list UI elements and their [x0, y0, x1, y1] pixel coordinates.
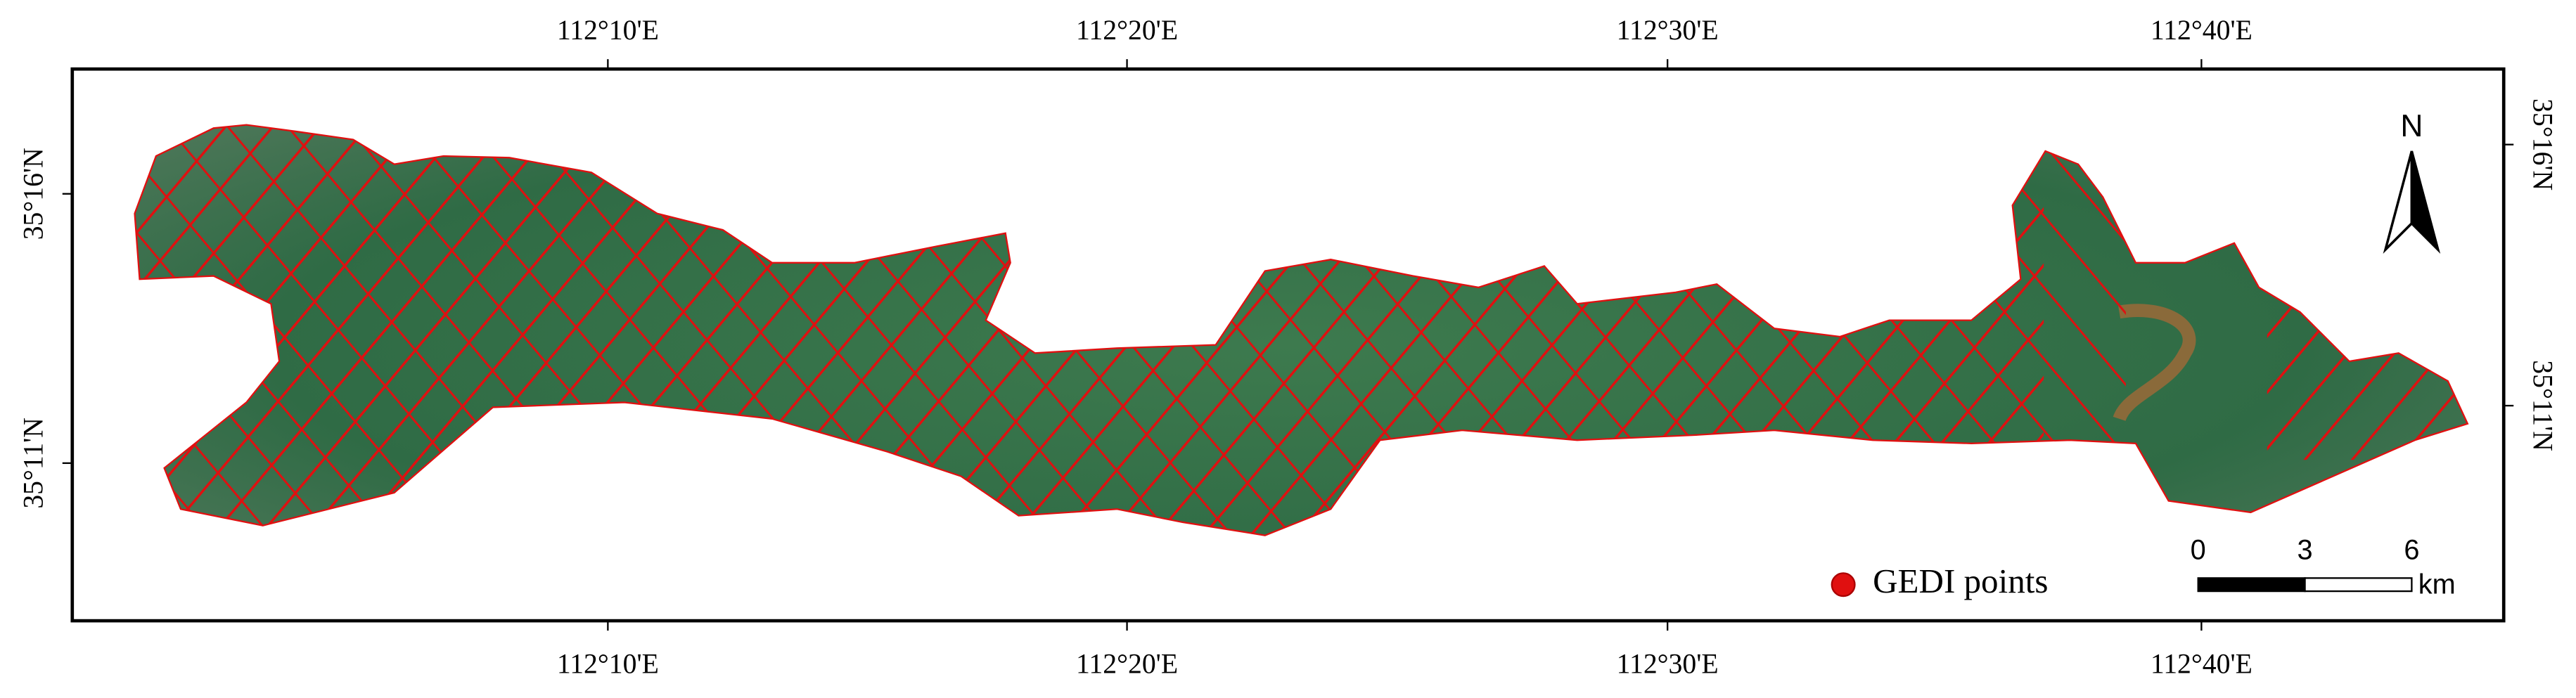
bottom-label: 112°40'E — [2151, 649, 2253, 680]
top-label: 112°30'E — [1617, 15, 1719, 46]
study-area — [134, 124, 2468, 536]
scale-unit: km — [2418, 569, 2456, 600]
left-label: 35°11'N — [18, 418, 49, 509]
bottom-label: 112°30'E — [1617, 649, 1719, 680]
north-arrow: N — [2383, 109, 2441, 254]
scale-segment — [2304, 577, 2413, 593]
bottom-label: 112°10'E — [557, 649, 659, 680]
gedi-tracks — [134, 124, 2126, 536]
map-frame — [70, 67, 2506, 623]
top-label: 112°20'E — [1076, 15, 1178, 46]
legend-label: GEDI points — [1873, 562, 2048, 600]
legend: GEDI points — [1831, 562, 2048, 600]
arrow-left — [2383, 150, 2414, 254]
bottom-label: 112°20'E — [1076, 649, 1178, 680]
scale-label: 0 — [2191, 534, 2206, 565]
north-label: N — [2400, 109, 2423, 143]
right-label: 35°11'N — [2527, 360, 2558, 451]
scale-label: 3 — [2297, 534, 2312, 565]
scale-segment — [2197, 577, 2306, 593]
right-label: 35°16'N — [2527, 98, 2558, 190]
top-label: 112°40'E — [2151, 15, 2253, 46]
arrow-right — [2410, 150, 2441, 254]
legend-symbol — [1831, 572, 1856, 597]
scale-label: 6 — [2404, 534, 2419, 565]
top-label: 112°10'E — [557, 15, 659, 46]
left-label: 35°16'N — [18, 148, 49, 240]
gedi-tracks — [2267, 295, 2468, 460]
reservoir — [2113, 304, 2196, 422]
